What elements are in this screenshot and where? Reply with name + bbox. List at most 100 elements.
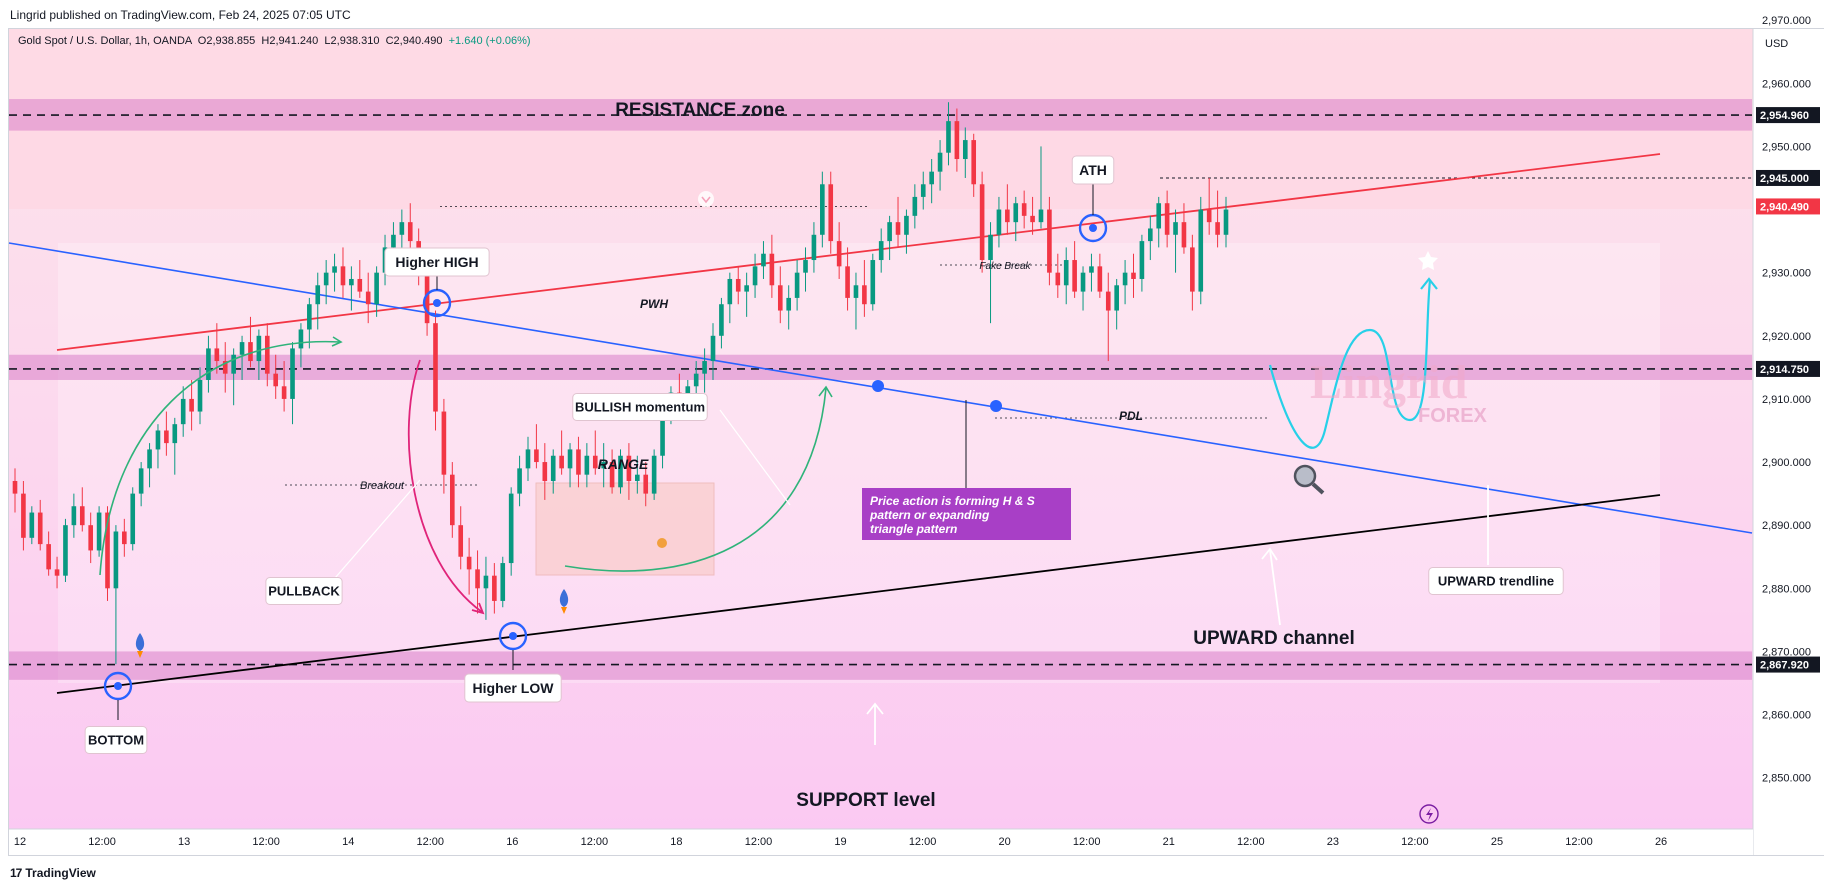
- candle-body: [1038, 209, 1044, 223]
- time-tick-label: 12:00: [1401, 836, 1429, 848]
- candle: [231, 348, 236, 406]
- rocket-body: [559, 589, 569, 607]
- candle: [912, 184, 918, 229]
- footer-brand: TradingView: [25, 866, 96, 880]
- candle: [643, 462, 649, 507]
- candle: [273, 354, 279, 399]
- price-axis[interactable]: [1753, 29, 1824, 855]
- candle: [1156, 196, 1162, 248]
- time-tick-label: 13: [178, 836, 190, 848]
- price-tick-label: 2,910.000: [1762, 394, 1811, 406]
- upward-trendline-label[interactable]: UPWARD trendline: [1428, 567, 1564, 595]
- candle: [534, 424, 539, 469]
- candle-body: [256, 335, 262, 362]
- price-tick-label: 2,860.000: [1762, 710, 1811, 722]
- candle-body: [466, 556, 472, 570]
- candle: [264, 323, 270, 387]
- candle-body: [239, 342, 245, 355]
- time-tick-label: 19: [834, 836, 846, 848]
- candle: [29, 506, 35, 545]
- candle-body: [1047, 209, 1052, 273]
- time-axis[interactable]: [9, 829, 1753, 855]
- candle: [946, 102, 951, 166]
- candle: [1164, 190, 1170, 248]
- upward-channel-line: [56, 494, 1661, 694]
- currency-label[interactable]: USD: [1765, 38, 1789, 50]
- candle: [21, 480, 26, 551]
- higher-high-label[interactable]: Higher HIGH: [384, 247, 490, 277]
- candle: [307, 297, 312, 349]
- candle: [290, 342, 295, 425]
- higher-low-label[interactable]: Higher LOW: [464, 673, 562, 703]
- candle-body: [534, 449, 539, 463]
- candle: [1013, 196, 1019, 242]
- candle-body: [248, 342, 253, 362]
- candle: [702, 348, 707, 393]
- candle-body: [357, 278, 363, 292]
- pullback-label[interactable]: PULLBACK: [265, 577, 343, 605]
- candle-body: [635, 474, 640, 481]
- candle: [340, 247, 346, 298]
- price-badge: [1756, 107, 1820, 124]
- candle-body: [71, 506, 77, 526]
- ath-label[interactable]: ATH: [1071, 155, 1115, 185]
- candle: [214, 323, 220, 374]
- range-label: RANGE: [598, 456, 649, 472]
- higher-high-label-box: [384, 247, 490, 277]
- candle-body: [794, 272, 800, 298]
- candle-body: [828, 184, 834, 242]
- higher-low-marker[interactable]: [498, 621, 528, 651]
- candle: [1097, 253, 1103, 298]
- bottom-marker[interactable]: [103, 671, 133, 701]
- channel-up-arrow: [1269, 549, 1281, 626]
- candle: [315, 272, 321, 330]
- ath-label-text: ATH: [1079, 162, 1107, 178]
- candle: [937, 140, 943, 191]
- candle: [96, 506, 102, 557]
- candle: [828, 171, 834, 254]
- footer[interactable]: 17 TradingView: [10, 866, 96, 880]
- candle: [752, 253, 758, 298]
- candle: [954, 108, 960, 172]
- bullish-momentum-label[interactable]: BULLISH momentum: [572, 393, 708, 421]
- candle-body: [138, 468, 144, 494]
- candle-body: [710, 335, 716, 362]
- candle: [399, 209, 405, 254]
- candle: [1223, 196, 1229, 248]
- candle-body: [937, 152, 943, 172]
- candle: [895, 196, 901, 248]
- support-level-label: SUPPORT level: [796, 790, 935, 811]
- top-bar: Lingrid published on TradingView.com, Fe…: [0, 0, 1835, 28]
- alert-down-icon[interactable]: [698, 191, 714, 207]
- candle: [1215, 190, 1220, 248]
- bullish-connector: [719, 409, 791, 506]
- lightning-icon[interactable]: [1419, 804, 1439, 824]
- candle-body: [1005, 209, 1010, 223]
- candle-body: [559, 455, 564, 469]
- higher-low-marker-dot: [509, 632, 517, 640]
- candle: [1021, 190, 1027, 229]
- candle-body: [298, 329, 304, 349]
- candle: [542, 443, 548, 500]
- higher-high-label-text: Higher HIGH: [395, 254, 478, 270]
- candle: [88, 512, 94, 564]
- candle: [1198, 196, 1204, 305]
- candle-body: [1139, 241, 1145, 279]
- candle: [1072, 241, 1077, 298]
- cyan-projection-path: [1268, 279, 1432, 449]
- upward-channel-label: UPWARD channel: [1193, 628, 1355, 649]
- candle-body: [618, 455, 623, 488]
- high-label: H: [261, 35, 270, 47]
- candle-body: [1190, 247, 1195, 292]
- price-badge: [1756, 169, 1820, 186]
- candle-body: [895, 222, 901, 235]
- bottom-label[interactable]: BOTTOM: [84, 726, 148, 754]
- time-tick-label: 20: [999, 836, 1011, 848]
- candle: [155, 424, 161, 469]
- candle-body: [954, 121, 960, 160]
- candle-body: [113, 531, 119, 589]
- candle-body: [1206, 209, 1212, 223]
- pink-arrowhead: [471, 602, 485, 615]
